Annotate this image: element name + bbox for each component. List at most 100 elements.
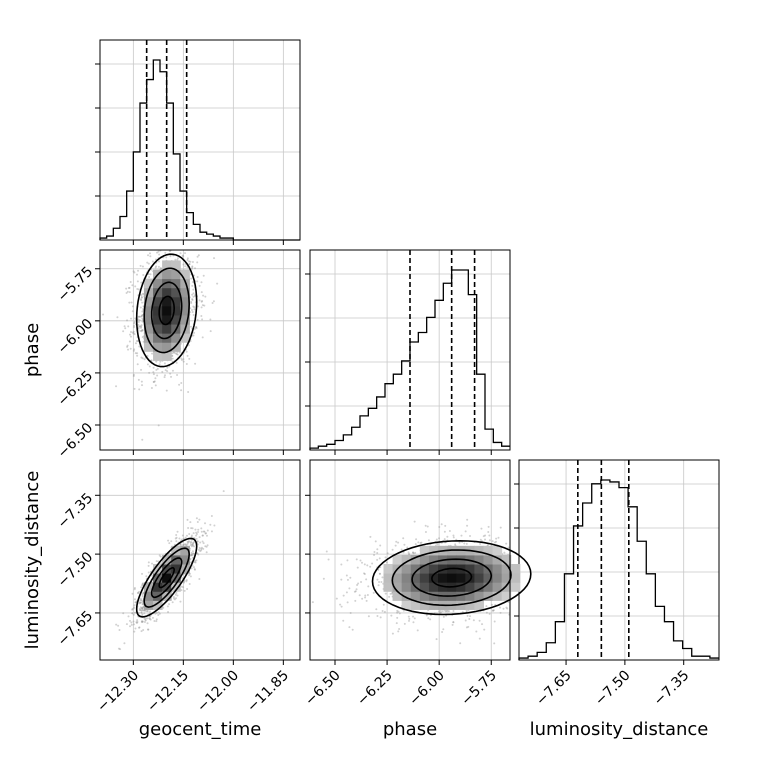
scatter-point <box>493 541 496 544</box>
x-axis-label-luminosity_distance: luminosity_distance <box>530 719 709 740</box>
scatter-point <box>155 368 158 371</box>
density-cell <box>483 554 494 565</box>
scatter-point <box>478 619 481 622</box>
scatter-point <box>179 252 182 255</box>
scatter-point <box>123 325 126 328</box>
scatter-point <box>151 562 154 565</box>
scatter-point <box>192 552 195 555</box>
density-cell <box>401 591 412 601</box>
ticks-geocent_time-phase <box>95 268 284 455</box>
scatter-point <box>155 265 158 268</box>
x-tick-label: −12.15 <box>144 667 192 715</box>
scatter-point <box>345 574 348 577</box>
density-cell <box>162 573 172 583</box>
scatter-point <box>140 315 143 318</box>
scatter-point <box>171 357 174 360</box>
histogram-bin <box>443 283 451 450</box>
scatter-point <box>488 539 491 542</box>
density-cell <box>456 573 466 583</box>
scatter-point <box>129 280 132 283</box>
scatter-point <box>188 574 191 577</box>
density-cell <box>492 573 503 583</box>
scatter-point <box>491 609 494 612</box>
scatter-point <box>376 615 379 618</box>
scatter-point <box>133 598 136 601</box>
scatter-point <box>139 298 142 301</box>
ticks-phase-luminosity_distance <box>305 494 492 665</box>
density-cell <box>483 582 494 592</box>
histogram-bin <box>193 224 200 240</box>
scatter-point <box>379 616 382 619</box>
scatter-point <box>191 527 194 530</box>
scatter-point <box>442 628 445 631</box>
scatter-point <box>196 255 199 258</box>
ticks-phase-phase <box>305 273 492 455</box>
scatter-point <box>402 551 405 554</box>
scatter-point <box>142 591 145 594</box>
density-cell <box>410 600 421 610</box>
density-cell <box>143 591 154 601</box>
density-cell <box>428 573 439 583</box>
scatter-point <box>340 605 343 608</box>
scatter-point <box>194 528 197 531</box>
scatter-point <box>382 603 385 606</box>
scatter-point <box>182 537 185 540</box>
density-cell <box>474 600 484 610</box>
histogram-bin <box>393 374 401 450</box>
scatter-point <box>158 554 161 557</box>
scatter-point <box>424 531 427 534</box>
density-cell <box>401 564 412 574</box>
scatter-point <box>141 620 144 623</box>
scatter-point <box>466 518 469 521</box>
density-cell <box>383 573 394 583</box>
x-tick-label: −11.85 <box>244 667 292 715</box>
density-cell <box>143 333 154 343</box>
scatter-point <box>186 259 189 262</box>
scatter-point <box>499 526 502 529</box>
scatter-point <box>345 591 348 594</box>
scatter-point <box>138 325 141 328</box>
scatter-point <box>140 609 143 612</box>
density-cell <box>171 582 181 592</box>
density-cell <box>492 591 503 601</box>
x-tick-label: −6.00 <box>406 667 448 709</box>
density-cell <box>171 545 181 556</box>
scatter-point <box>132 330 135 333</box>
scatter-point <box>193 568 196 571</box>
scatter-point <box>188 263 191 266</box>
scatter-point <box>479 538 482 541</box>
density-cell <box>419 564 430 574</box>
histogram-bin <box>555 622 564 660</box>
scatter-point <box>436 543 439 546</box>
scatter-point <box>141 572 144 575</box>
scatter-point <box>174 537 177 540</box>
scatter-point <box>353 590 356 593</box>
scatter-point <box>464 619 467 622</box>
scatter-point <box>189 544 192 547</box>
density-cell <box>180 296 190 307</box>
scatter-point <box>196 540 199 543</box>
scatter-point <box>143 612 146 615</box>
scatter-point <box>205 534 208 537</box>
scatter-point <box>189 260 192 263</box>
scatter-point <box>141 613 144 616</box>
scatter-point <box>171 601 174 604</box>
scatter-point <box>146 363 149 366</box>
scatter-point <box>484 538 487 541</box>
scatter-point <box>179 543 182 546</box>
scatter-point <box>140 294 143 297</box>
scatter-point <box>427 539 430 542</box>
scatter-point <box>125 623 128 626</box>
scatter-point <box>468 617 471 620</box>
scatter-point <box>363 573 366 576</box>
scatter-point <box>154 377 157 380</box>
scatter-point <box>398 612 401 615</box>
scatter-point <box>128 619 131 622</box>
scatter-point <box>146 617 149 620</box>
scatter-point <box>396 616 399 619</box>
scatter-point <box>147 273 150 276</box>
scatter-point <box>412 552 415 555</box>
scatter-point <box>115 623 118 626</box>
scatter-point <box>192 314 195 317</box>
scatter-point <box>138 626 141 629</box>
